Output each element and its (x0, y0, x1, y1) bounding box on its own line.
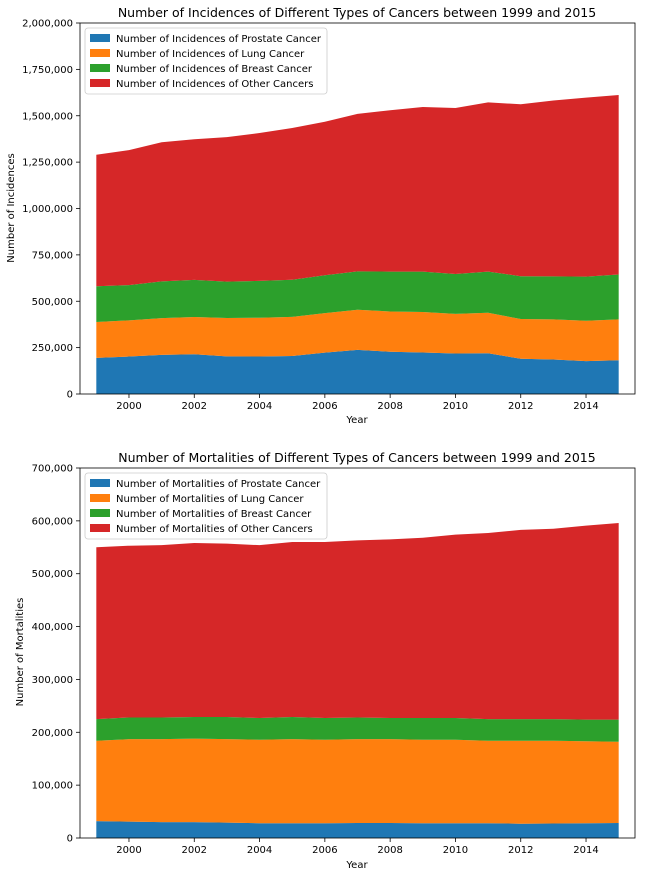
y-tick-label: 1,750,000 (22, 65, 73, 76)
y-tick-label: 100,000 (32, 781, 73, 792)
legend-swatch (90, 49, 110, 57)
legend-swatch (90, 64, 110, 72)
y-tick-label: 1,250,000 (22, 158, 73, 169)
y-tick-label: 1,000,000 (22, 204, 73, 215)
area-series-3 (96, 716, 619, 742)
y-axis-label: Number of Incidences (6, 153, 17, 262)
area-series-2 (96, 738, 619, 824)
legend-label: Number of Incidences of Prostate Cancer (116, 34, 322, 45)
x-tick-label: 2000 (116, 845, 141, 856)
y-tick-label: 700,000 (32, 464, 73, 475)
x-tick-label: 2008 (377, 845, 402, 856)
y-tick-label: 250,000 (32, 343, 73, 354)
plot-area: 2000 2002 2004 2006 2008 2010 2012 2014 0 250,000… (22, 19, 636, 412)
x-tick-label: 2004 (247, 845, 272, 856)
x-axis-label: Year (345, 860, 368, 871)
x-tick-label: 2006 (312, 401, 337, 412)
legend-label: Number of Incidences of Other Cancers (116, 79, 313, 90)
legend-swatch (90, 479, 110, 487)
legend-label: Number of Mortalities of Prostate Cancer (116, 479, 321, 490)
mortalities-chart: Number of Mortalities of Different Types… (15, 450, 636, 871)
y-tick-label: 200,000 (32, 728, 73, 739)
area-series-2 (96, 309, 619, 362)
legend: Number of Incidences of Prostate Cancer N… (84, 27, 328, 95)
y-tick-label: 600,000 (32, 516, 73, 527)
x-tick-label: 2010 (443, 845, 468, 856)
y-tick-label: 1,500,000 (22, 111, 73, 122)
axes-frame (79, 467, 636, 839)
legend-frame (84, 472, 328, 540)
chart-title: Number of Mortalities of Different Types… (118, 450, 595, 465)
x-tick-label: 2012 (508, 401, 533, 412)
x-tick-label: 2014 (573, 401, 598, 412)
legend-swatch (90, 34, 110, 42)
legend-swatch (90, 79, 110, 87)
legend-label: Number of Incidences of Breast Cancer (116, 64, 313, 75)
x-tick-label: 2010 (443, 401, 468, 412)
legend-swatch (90, 524, 110, 532)
legend-label: Number of Mortalities of Lung Cancer (116, 494, 304, 505)
y-tick-label: 300,000 (32, 675, 73, 686)
y-tick-label: 2,000,000 (22, 19, 73, 30)
chart-title: Number of Incidences of Different Types … (118, 5, 596, 20)
plot-area: 2000 2002 2004 2006 2008 2010 2012 2014 0 100,000… (32, 464, 636, 856)
y-tick-label: 0 (67, 390, 73, 401)
y-tick-label: 400,000 (32, 622, 73, 633)
legend-label: Number of Mortalities of Other Cancers (116, 524, 313, 535)
x-tick-label: 2006 (312, 845, 337, 856)
legend-swatch (90, 494, 110, 502)
legend-label: Number of Incidences of Lung Cancer (116, 49, 305, 60)
x-tick-label: 2012 (508, 845, 533, 856)
x-tick-label: 2000 (116, 401, 141, 412)
x-tick-label: 2002 (182, 845, 207, 856)
y-tick-label: 750,000 (32, 250, 73, 261)
x-tick-label: 2002 (182, 401, 207, 412)
x-tick-label: 2014 (573, 845, 598, 856)
y-tick-label: 0 (67, 834, 73, 845)
legend-frame (84, 27, 328, 95)
legend: Number of Mortalities of Prostate Cancer… (84, 472, 328, 540)
y-axis-label: Number of Mortalities (15, 598, 26, 707)
x-tick-label: 2004 (247, 401, 272, 412)
area-series-4 (96, 94, 619, 287)
x-tick-label: 2008 (377, 401, 402, 412)
area-series-4 (96, 522, 619, 720)
area-series-3 (96, 271, 619, 323)
y-tick-label: 500,000 (32, 297, 73, 308)
area-series-1 (96, 349, 619, 394)
incidences-chart: Number of Incidences of Different Types … (6, 5, 636, 426)
legend-label: Number of Mortalities of Breast Cancer (116, 509, 312, 520)
y-tick-label: 500,000 (32, 569, 73, 580)
area-series-1 (96, 821, 619, 838)
legend-swatch (90, 509, 110, 517)
x-axis-label: Year (345, 415, 368, 426)
